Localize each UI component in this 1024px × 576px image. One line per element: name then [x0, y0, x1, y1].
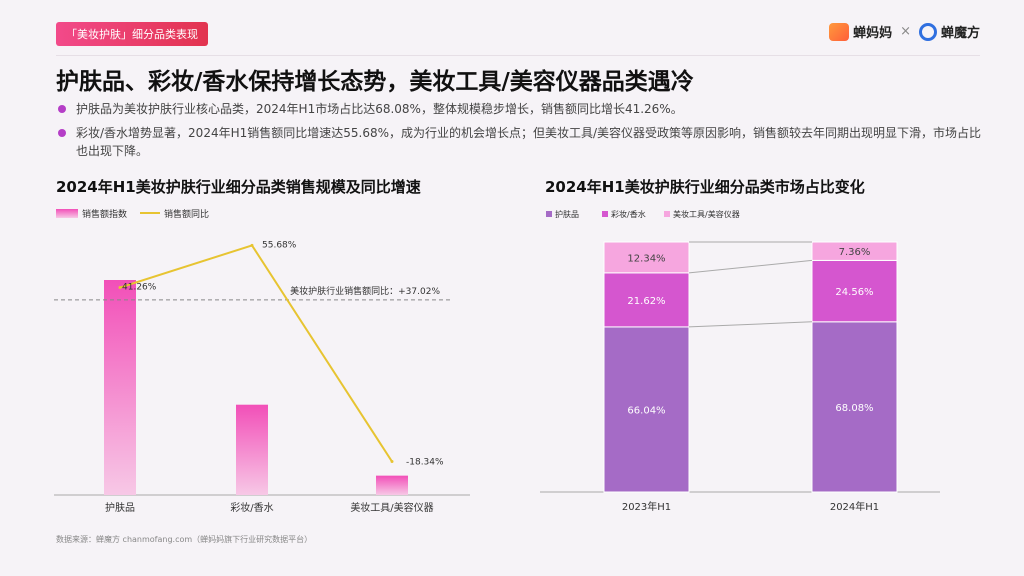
bullet-text: 护肤品为美妆护肤行业核心品类，2024年H1市场占比达68.08%，整体规模稳步…: [76, 102, 683, 116]
bullet-dot-icon: [58, 105, 66, 113]
reference-line-label: 美妆护肤行业销售额同比：+37.02%: [290, 285, 440, 297]
brand-logos: 蝉妈妈 × 蝉魔方: [829, 22, 980, 41]
bar-2: [376, 475, 408, 495]
right-chart-title: 2024年H1美妆护肤行业细分品类市场占比变化: [545, 178, 865, 196]
x-tick-label: 彩妆/香水: [230, 501, 273, 514]
brand-separator: ×: [900, 24, 911, 39]
legend-swatch-bar: [56, 209, 78, 218]
bar-1: [236, 404, 268, 495]
growth-label: 55.68%: [262, 240, 297, 250]
legend-label: 彩妆/香水: [611, 209, 646, 219]
x-tick-label: 2024年H1: [830, 500, 879, 513]
growth-point: [118, 286, 122, 290]
legend-label: 销售额指数: [82, 208, 127, 220]
legend-swatch: [546, 211, 552, 217]
legend-label: 护肤品: [555, 209, 579, 219]
stack-segment-2: [811, 241, 898, 261]
bullet-text: 彩妆/香水增势显著，2024年H1销售额同比增速达55.68%，成为行业的机会增…: [76, 126, 982, 158]
growth-label: -18.34%: [406, 458, 444, 468]
growth-label: 41.26%: [122, 283, 157, 293]
market-share-chart: 护肤品 彩妆/香水 美妆工具/美容仪器 66.04% 21.62% 12.34% 2023年…: [540, 209, 940, 513]
growth-point: [390, 460, 394, 464]
legend-swatch: [664, 211, 670, 217]
section-tag: 「美妆护肤」细分品类表现: [56, 22, 208, 46]
legend-label: 销售额同比: [164, 208, 209, 220]
stack-segment-1: [603, 272, 690, 328]
legend-swatch: [602, 211, 608, 217]
segment-label: 12.34%: [627, 253, 665, 264]
segment-label: 68.08%: [835, 403, 873, 414]
page-title: 护肤品、彩妆/香水保持增长态势，美妆工具/美容仪器品类遇冷: [56, 69, 694, 95]
bullet-item: 护肤品为美妆护肤行业核心品类，2024年H1市场占比达68.08%，整体规模稳步…: [56, 100, 986, 118]
growth-point: [250, 243, 254, 247]
bullet-dot-icon: [58, 129, 66, 137]
segment-label: 66.04%: [627, 405, 665, 416]
brand2-name: 蝉魔方: [940, 26, 980, 41]
x-tick-label: 美妆工具/美容仪器: [350, 501, 433, 514]
bullet-list: 护肤品为美妆护肤行业核心品类，2024年H1市场占比达68.08%，整体规模稳步…: [56, 100, 986, 166]
segment-label: 24.56%: [835, 287, 873, 298]
bar-0: [104, 280, 136, 495]
connector-line: [688, 321, 813, 328]
data-source: 数据来源：蝉魔方 chanmofang.com（蝉妈妈旗下行业研究数据平台）: [56, 535, 313, 544]
left-chart-title: 2024年H1美妆护肤行业细分品类销售规模及同比增速: [56, 178, 421, 196]
chanmofang-logo-icon: [918, 22, 937, 41]
bullet-item: 彩妆/香水增势显著，2024年H1销售额同比增速达55.68%，成为行业的机会增…: [56, 124, 986, 160]
x-tick-label: 护肤品: [105, 501, 135, 514]
chanmama-logo-icon: [829, 22, 850, 41]
x-tick-label: 2023年H1: [622, 500, 671, 513]
stack-segment-0: [603, 326, 690, 493]
stack-segment-1: [811, 259, 898, 323]
segment-label: 21.62%: [627, 296, 665, 307]
stack-segment-0: [811, 321, 898, 493]
brand1-name: 蝉妈妈: [853, 26, 893, 41]
segment-label: 7.36%: [839, 247, 871, 258]
stack-segment-2: [603, 241, 690, 274]
legend-label: 美妆工具/美容仪器: [673, 209, 740, 219]
title-divider: [56, 55, 980, 56]
connector-line: [688, 259, 813, 274]
